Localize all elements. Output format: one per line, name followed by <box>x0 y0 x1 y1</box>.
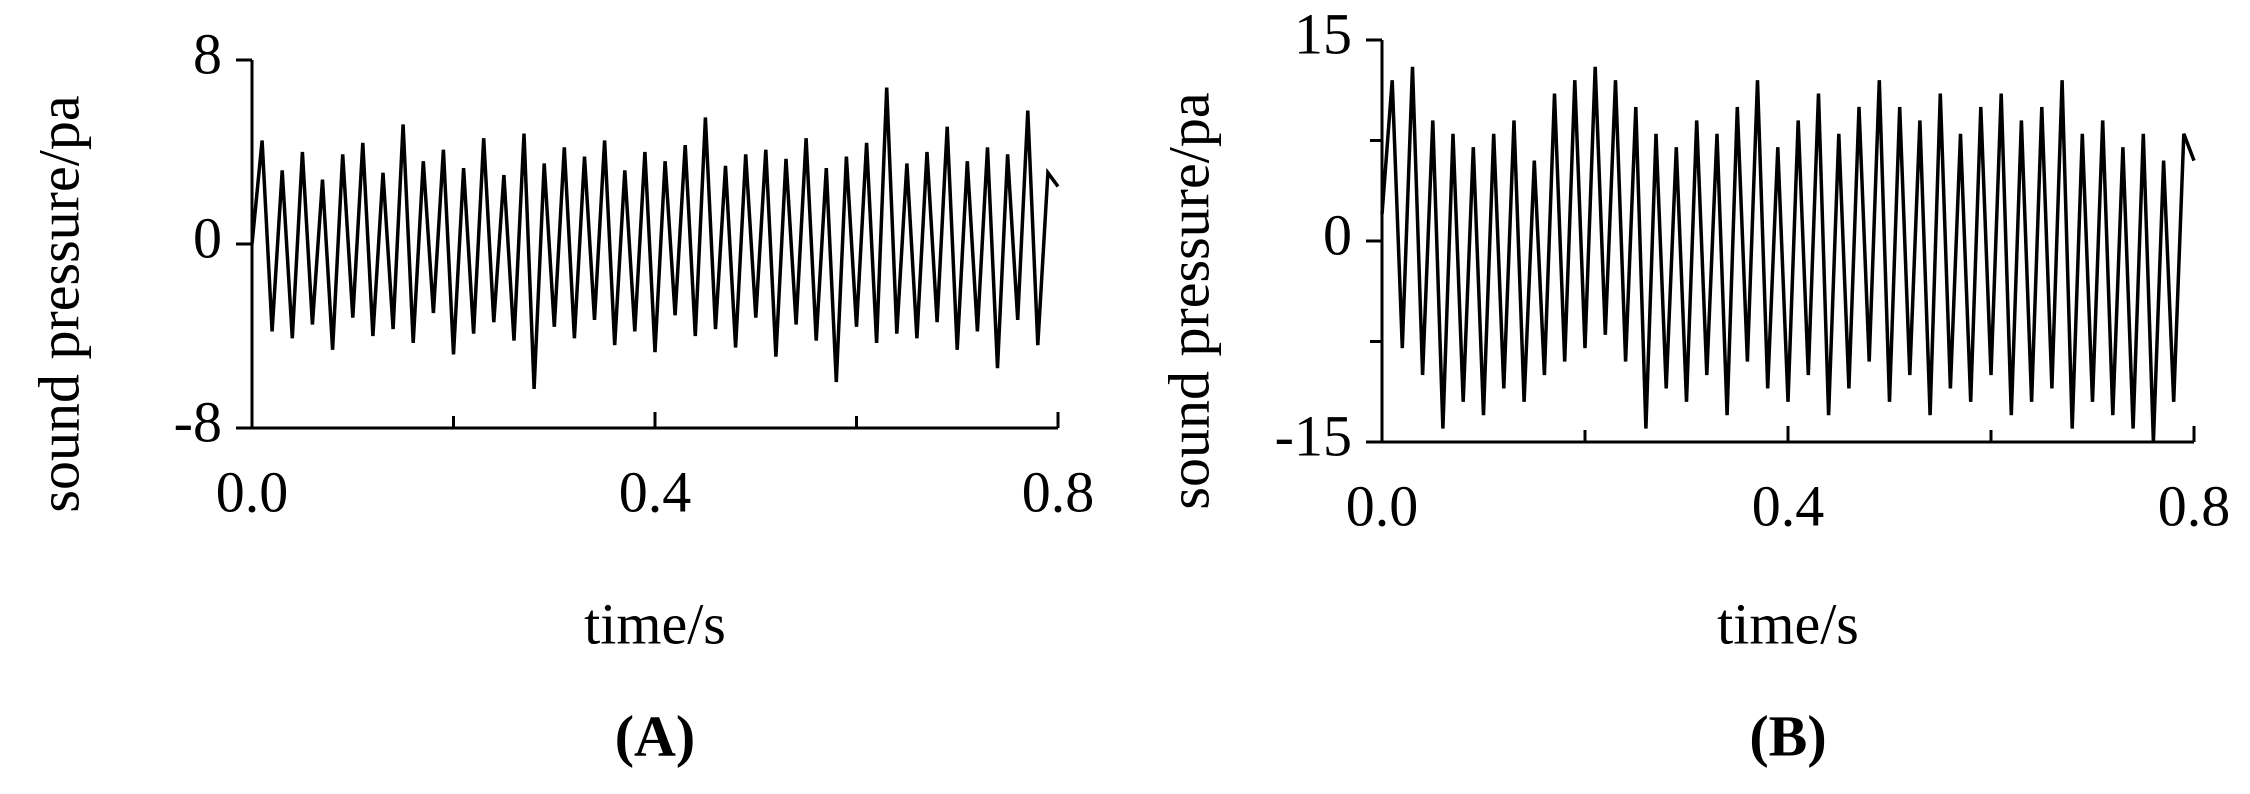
y-tick-label: 15 <box>1294 1 1352 66</box>
panel-label: (B) <box>1749 703 1826 768</box>
x-axis-label: time/s <box>1717 591 1859 656</box>
signal-line <box>1380 66 2196 443</box>
panel-label: (A) <box>615 703 696 768</box>
y-axis-label: sound pressure/pa <box>1156 92 1221 509</box>
y-tick-label: 0 <box>1323 202 1352 267</box>
x-tick-label: 0.8 <box>2158 473 2231 538</box>
x-tick-label: 0.8 <box>1022 459 1095 524</box>
y-tick-label: 8 <box>193 21 222 86</box>
y-axis-label: sound pressure/pa <box>26 95 91 512</box>
y-tick-label: -8 <box>174 389 222 454</box>
y-tick-label: 0 <box>193 205 222 270</box>
signal-line <box>250 87 1060 389</box>
x-axis-label: time/s <box>584 591 726 656</box>
x-tick-label: 0.0 <box>1346 473 1419 538</box>
y-tick-label: -15 <box>1275 403 1352 468</box>
x-tick-label: 0.4 <box>1752 473 1825 538</box>
x-tick-label: 0.4 <box>619 459 692 524</box>
x-tick-label: 0.0 <box>216 459 289 524</box>
